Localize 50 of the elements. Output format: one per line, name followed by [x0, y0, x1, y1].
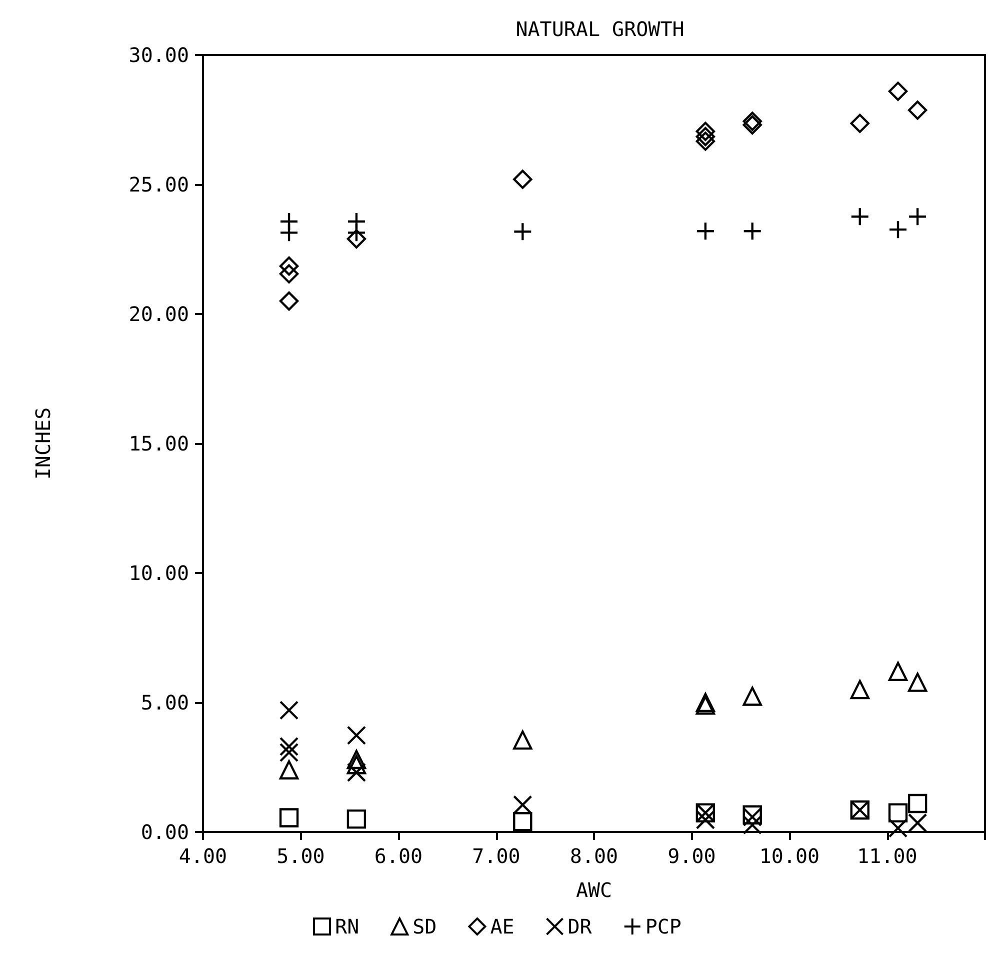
y-tick-label: 25.00 [128, 172, 189, 196]
y-axis-title: INCHES [31, 407, 55, 480]
legend-label: SD [412, 914, 437, 938]
x-tick-label: 11.00 [857, 844, 918, 868]
point [346, 229, 366, 248]
point [742, 686, 762, 706]
point [742, 115, 762, 135]
y-tick-label: 5.00 [140, 690, 189, 714]
x-tick-label: 8.00 [570, 844, 618, 868]
point [513, 730, 532, 750]
x-tick-label: 6.00 [374, 844, 423, 868]
y-tick-label: 0.00 [140, 820, 189, 844]
point [850, 114, 870, 133]
point [908, 813, 928, 833]
legend-label: RN [335, 914, 360, 938]
legend-label: DR [568, 914, 593, 938]
point [346, 755, 366, 774]
x-tick-label: 10.00 [759, 844, 820, 868]
point [346, 750, 366, 770]
legend-label: PCP [645, 914, 682, 938]
point [908, 100, 928, 120]
y-tick-label: 30.00 [128, 43, 189, 67]
point [279, 291, 299, 311]
y-tick-label: 20.00 [128, 302, 189, 326]
point [513, 170, 532, 189]
point [279, 256, 299, 276]
point [850, 680, 870, 700]
y-tick-label: 10.00 [128, 561, 189, 585]
point [279, 808, 299, 828]
legend-label: AE [490, 914, 514, 938]
x-tick-label: 5.00 [276, 844, 325, 868]
chart-title: NATURAL GROWTH [516, 17, 684, 41]
y-tick-label: 15.00 [128, 432, 189, 456]
x-tick-label: 7.00 [472, 844, 520, 868]
point [279, 760, 299, 780]
point [279, 264, 299, 284]
point [908, 672, 928, 692]
point [908, 794, 928, 814]
point [346, 726, 366, 745]
point [279, 700, 299, 720]
point [888, 803, 908, 822]
point [696, 132, 716, 151]
point [346, 809, 366, 829]
point [742, 112, 762, 131]
x-tick-label: 4.00 [178, 844, 228, 868]
x-tick-label: 9.00 [668, 844, 716, 868]
x-axis-title: AWC [576, 878, 612, 902]
point [888, 82, 908, 101]
point [513, 812, 532, 832]
point [888, 662, 908, 682]
